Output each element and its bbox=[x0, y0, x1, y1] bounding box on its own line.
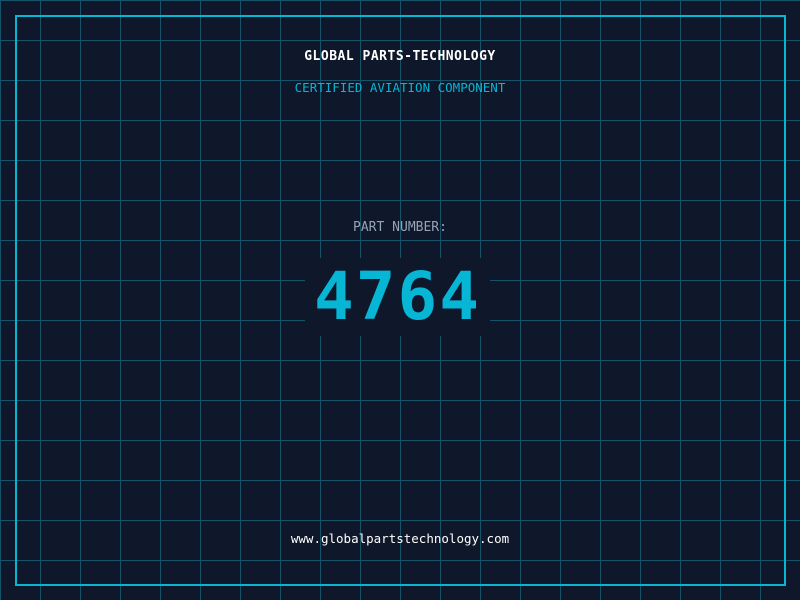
website-url: www.globalpartstechnology.com bbox=[290, 531, 510, 546]
company-title: GLOBAL PARTS-TECHNOLOGY bbox=[304, 49, 496, 64]
part-number-label: PART NUMBER: bbox=[353, 220, 447, 235]
border-frame bbox=[15, 15, 786, 586]
company-subtitle: CERTIFIED AVIATION COMPONENT bbox=[294, 80, 506, 95]
part-number-value: 4764 bbox=[305, 258, 490, 336]
